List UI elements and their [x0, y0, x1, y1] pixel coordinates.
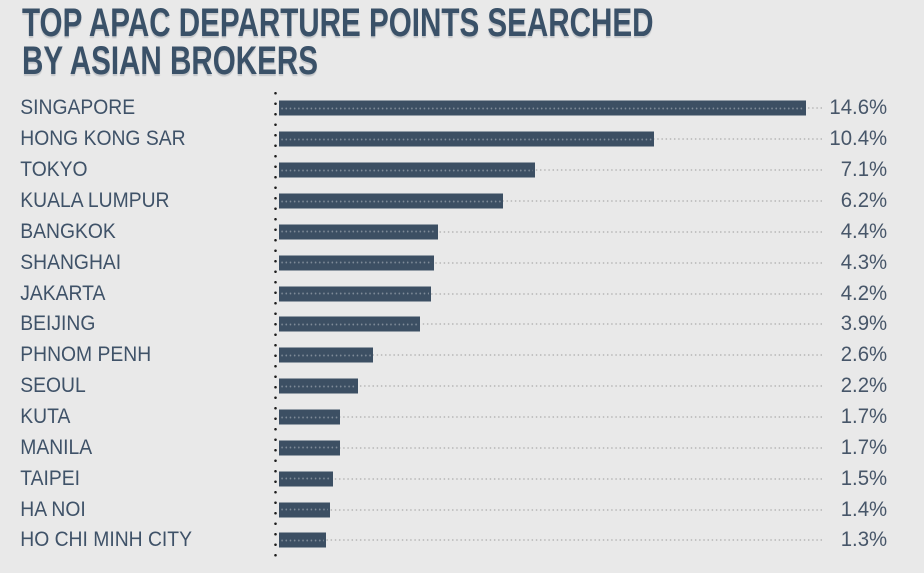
bar [279, 440, 341, 456]
category-label: HONG KONG SAR [20, 127, 186, 151]
bar [279, 471, 334, 487]
value-label: 4.4% [840, 219, 888, 243]
chart-row: BEIJING 3.9% [0, 309, 924, 340]
category-label: BEIJING [20, 312, 96, 336]
row-gridline [279, 477, 822, 480]
bar-track [278, 216, 822, 247]
bar-track [278, 155, 822, 186]
bar [279, 224, 438, 240]
bar [279, 286, 431, 302]
bar-track [278, 309, 822, 340]
chart-rows: SINGAPORE 14.6% HONG KONG SAR 10.4% TOKY… [0, 93, 924, 556]
chart-row: HONG KONG SAR 10.4% [0, 124, 924, 155]
chart-row: SHANGHAI 4.3% [0, 247, 924, 278]
chart-row: PHNOM PENH 2.6% [0, 340, 924, 371]
row-gridline [279, 416, 822, 419]
category-label: SEOUL [20, 374, 86, 398]
value-label: 1.7% [840, 435, 888, 459]
category-label: MANILA [20, 435, 93, 459]
value-label: 10.4% [829, 127, 888, 151]
bar [279, 316, 420, 332]
row-gridline [279, 446, 822, 449]
category-label: HO CHI MINH CITY [20, 528, 192, 552]
bar-track [278, 278, 822, 309]
chart-row: SINGAPORE 14.6% [0, 93, 924, 124]
value-label: 3.9% [840, 312, 888, 336]
row-gridline [279, 261, 822, 264]
chart-row: HO CHI MINH CITY 1.3% [0, 525, 924, 556]
row-gridline [279, 539, 822, 542]
bar [279, 193, 503, 209]
category-label: KUTA [20, 405, 71, 429]
category-label: SINGAPORE [20, 96, 136, 120]
bar-track [278, 432, 822, 463]
value-label: 7.1% [840, 158, 888, 182]
bar-track [278, 494, 822, 525]
category-label: SHANGHAI [20, 250, 122, 274]
value-label: 2.2% [840, 374, 888, 398]
bar [279, 255, 435, 271]
value-label: 1.7% [840, 405, 888, 429]
row-gridline [279, 200, 822, 202]
bar-track [278, 124, 822, 155]
value-label: 6.2% [840, 189, 888, 212]
value-label: 2.6% [840, 343, 888, 367]
chart-row: KUALA LUMPUR 6.2% [0, 186, 924, 217]
bar [279, 100, 807, 116]
bar [279, 378, 359, 394]
chart-row: SEOUL 2.2% [0, 371, 924, 402]
value-label: 4.2% [840, 281, 888, 305]
row-gridline [279, 508, 822, 511]
chart-row: BANGKOK 4.4% [0, 216, 924, 247]
chart-title-line2: BY ASIAN BROKERS [22, 39, 319, 83]
bar-track [278, 93, 822, 124]
value-label: 14.6% [829, 96, 888, 120]
category-label: HA NOI [20, 497, 86, 521]
row-gridline [279, 385, 822, 388]
bar-track [278, 402, 822, 433]
bar-track [278, 371, 822, 402]
bar [279, 502, 330, 518]
value-label: 4.3% [840, 250, 888, 274]
bar-track [278, 463, 822, 494]
bar-track [278, 525, 822, 556]
row-gridline [279, 354, 822, 357]
bar [279, 347, 373, 363]
chart-title: TOP APAC DEPARTURE POINTS SEARCHED BY ASI… [22, 1, 654, 83]
bar-track [278, 340, 822, 371]
category-label: TAIPEI [20, 466, 81, 490]
category-label: KUALA LUMPUR [20, 189, 170, 212]
axis-dotted-line [274, 88, 277, 562]
bar [279, 162, 536, 178]
chart-title-line1: TOP APAC DEPARTURE POINTS SEARCHED [22, 1, 654, 45]
value-label: 1.5% [840, 466, 888, 490]
bar [279, 532, 326, 548]
category-label: PHNOM PENH [20, 343, 152, 367]
bar [279, 131, 655, 147]
bar-track [278, 247, 822, 278]
row-gridline [279, 230, 822, 233]
row-gridline [279, 323, 822, 326]
category-label: BANGKOK [20, 219, 116, 243]
chart-row: TOKYO 7.1% [0, 155, 924, 186]
row-gridline [279, 292, 822, 295]
chart-row: JAKARTA 4.2% [0, 278, 924, 309]
value-label: 1.3% [840, 528, 888, 552]
chart-row: HA NOI 1.4% [0, 494, 924, 525]
category-label: JAKARTA [20, 281, 106, 305]
value-label: 1.4% [840, 497, 888, 521]
chart-row: MANILA 1.7% [0, 432, 924, 463]
chart-row: TAIPEI 1.5% [0, 463, 924, 494]
chart-row: KUTA 1.7% [0, 402, 924, 433]
row-gridline [279, 169, 822, 172]
category-label: TOKYO [20, 158, 88, 182]
bar-chart: SINGAPORE 14.6% HONG KONG SAR 10.4% TOKY… [0, 93, 924, 556]
bar-track [278, 186, 822, 217]
bar [279, 409, 341, 425]
